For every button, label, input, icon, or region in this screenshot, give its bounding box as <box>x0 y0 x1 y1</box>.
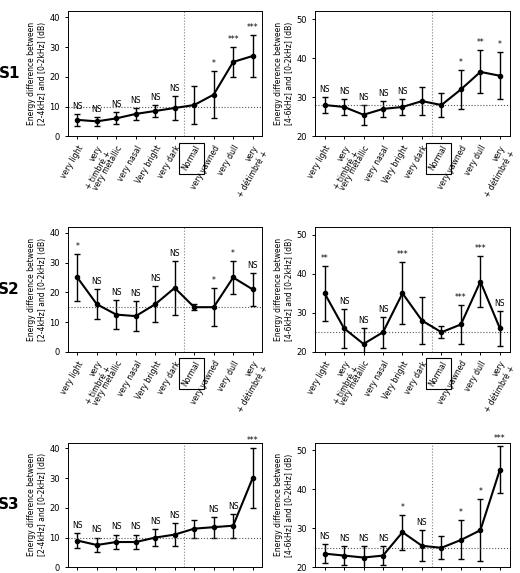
Y-axis label: Energy difference between
[2-4kHz] and [0-2kHz] (dB): Energy difference between [2-4kHz] and [… <box>27 238 47 341</box>
Text: S2: S2 <box>0 282 20 297</box>
Text: NS: NS <box>339 297 349 306</box>
Text: NS: NS <box>150 516 161 525</box>
Text: NS: NS <box>72 521 83 530</box>
Text: *: * <box>231 249 235 258</box>
Text: ***: *** <box>494 434 505 444</box>
Text: NS: NS <box>228 502 238 511</box>
Text: NS: NS <box>111 288 122 297</box>
Text: *: * <box>459 58 463 67</box>
Text: *: * <box>212 276 216 285</box>
Y-axis label: Energy difference between
[4-6kHz] and [0-2kHz] (dB): Energy difference between [4-6kHz] and [… <box>275 453 294 556</box>
Text: NS: NS <box>495 299 505 308</box>
Text: *: * <box>400 503 405 512</box>
Text: NS: NS <box>358 93 369 102</box>
Text: NS: NS <box>378 533 388 543</box>
Y-axis label: Energy difference between
[4-6kHz] and [0-2kHz] (dB): Energy difference between [4-6kHz] and [… <box>275 238 294 341</box>
Text: NS: NS <box>92 525 102 535</box>
Y-axis label: Energy difference between
[2-4kHz] and [0-2kHz] (dB): Energy difference between [2-4kHz] and [… <box>27 22 47 125</box>
Text: NS: NS <box>150 93 161 102</box>
Text: *: * <box>459 508 463 517</box>
Text: NS: NS <box>397 87 408 96</box>
Text: NS: NS <box>378 89 388 98</box>
Text: NS: NS <box>417 518 427 527</box>
Y-axis label: Energy difference between
[2-4kHz] and [0-2kHz] (dB): Energy difference between [2-4kHz] and [… <box>27 453 47 556</box>
Text: NS: NS <box>358 533 369 543</box>
Text: NS: NS <box>358 316 369 325</box>
Text: NS: NS <box>131 289 141 298</box>
Text: NS: NS <box>92 277 102 286</box>
Text: **: ** <box>476 38 484 48</box>
Text: NS: NS <box>319 85 330 94</box>
Text: NS: NS <box>209 505 219 513</box>
Text: ***: *** <box>475 244 486 253</box>
Text: NS: NS <box>170 84 180 93</box>
Text: NS: NS <box>339 533 349 543</box>
Text: NS: NS <box>319 532 330 541</box>
Text: NS: NS <box>131 523 141 532</box>
Y-axis label: Energy difference between
[4-6kHz] and [0-2kHz] (dB): Energy difference between [4-6kHz] and [… <box>275 22 294 125</box>
Text: NS: NS <box>378 304 388 313</box>
Text: NS: NS <box>248 261 258 270</box>
Text: ***: *** <box>455 293 467 302</box>
Text: NS: NS <box>72 102 83 111</box>
Text: *: * <box>75 242 79 250</box>
Text: *: * <box>498 40 502 49</box>
Text: ***: *** <box>397 250 408 259</box>
Text: NS: NS <box>339 87 349 96</box>
Text: **: ** <box>321 254 329 263</box>
Text: NS: NS <box>111 100 122 109</box>
Text: NS: NS <box>111 523 122 532</box>
Text: *: * <box>478 487 483 496</box>
Text: S1: S1 <box>0 66 20 81</box>
Text: ***: *** <box>247 437 258 445</box>
Text: ***: *** <box>247 23 258 32</box>
Text: NS: NS <box>92 105 102 114</box>
Text: ***: *** <box>227 35 239 44</box>
Text: S3: S3 <box>0 497 20 512</box>
Text: NS: NS <box>131 96 141 105</box>
Text: NS: NS <box>170 511 180 520</box>
Text: NS: NS <box>150 274 161 283</box>
Text: *: * <box>212 59 216 68</box>
Text: NS: NS <box>170 249 180 258</box>
